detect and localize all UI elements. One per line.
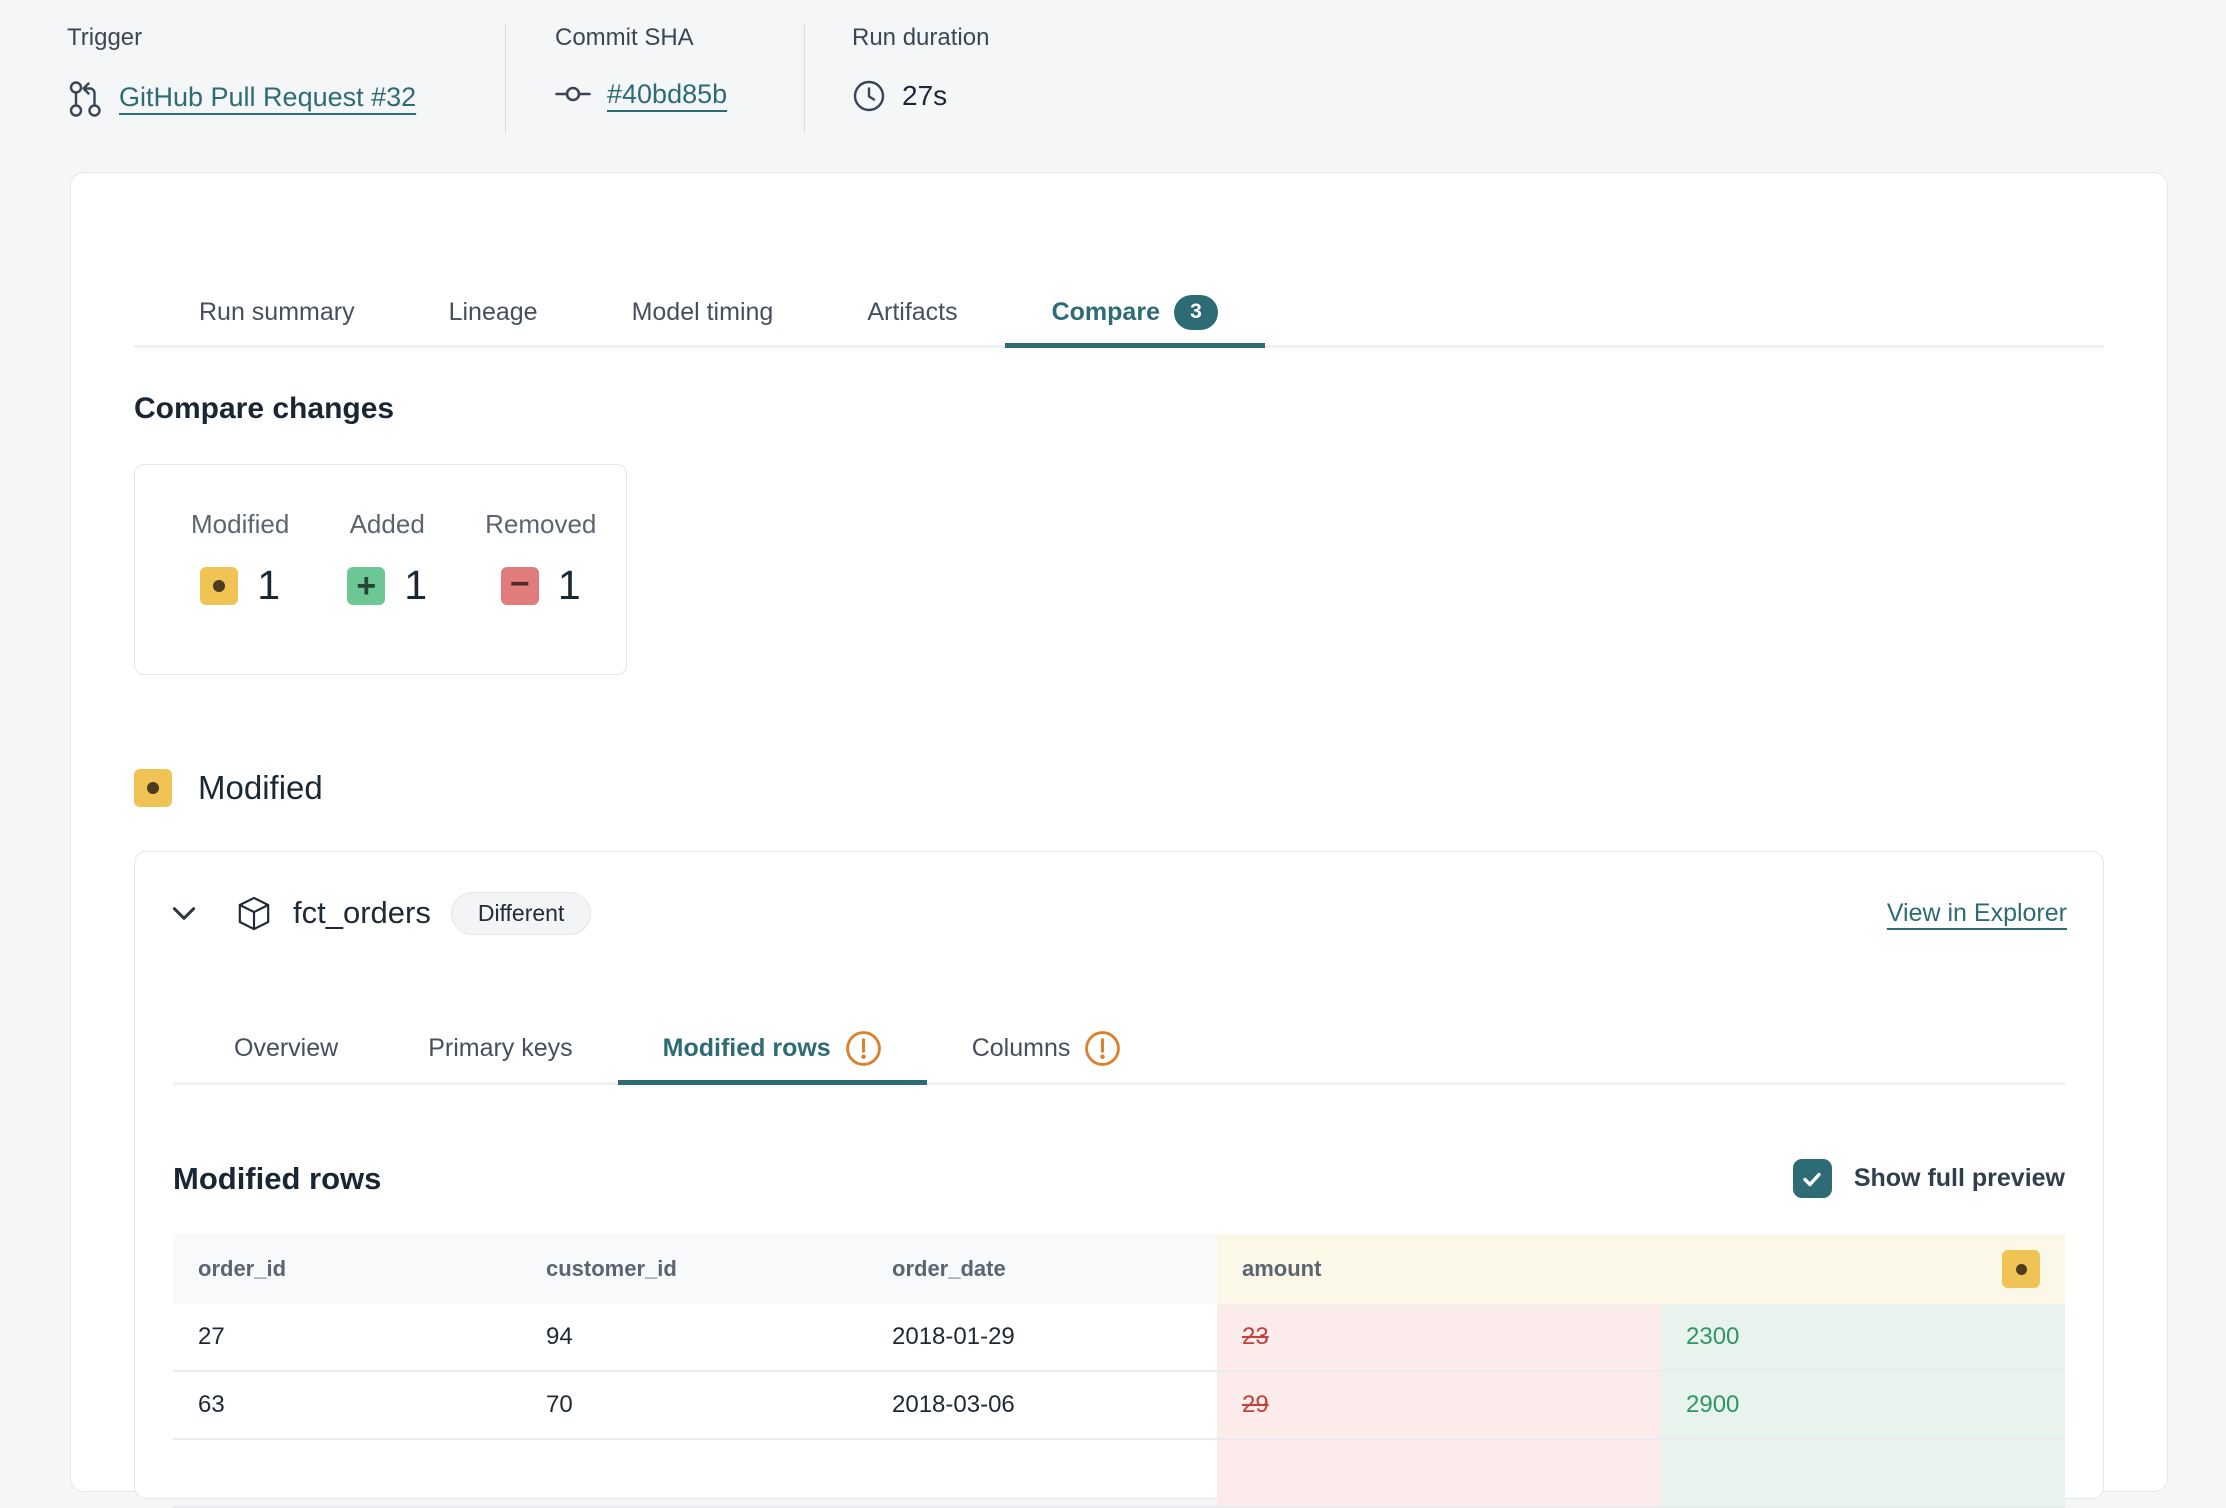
trigger-meta: Trigger GitHub Pull Request #32 bbox=[67, 24, 505, 134]
run-detail-card: Run summary Lineage Model timing Artifac… bbox=[70, 172, 2168, 1508]
checkbox-checked-icon[interactable] bbox=[1792, 1159, 1832, 1198]
removed-icon: − bbox=[500, 566, 539, 605]
model-card-fct-orders: fct_orders Different View in Explorer Ov… bbox=[134, 851, 2104, 1508]
chevron-down-icon[interactable] bbox=[171, 906, 197, 921]
commit-meta: Commit SHA #40bd85b bbox=[506, 24, 804, 134]
column-header-order-date: order_date bbox=[867, 1234, 1217, 1304]
commit-sha-link[interactable]: #40bd85b bbox=[607, 78, 728, 109]
model-cube-icon bbox=[237, 895, 271, 932]
warning-icon bbox=[1084, 1030, 1121, 1067]
run-meta-bar: Trigger GitHub Pull Request #32 Commit S… bbox=[67, 24, 989, 134]
clock-icon bbox=[852, 79, 886, 113]
modified-rows-title: Modified rows bbox=[173, 1160, 382, 1196]
tab-lineage[interactable]: Lineage bbox=[448, 297, 538, 326]
tab-modified-rows[interactable]: Modified rows bbox=[617, 1016, 927, 1085]
column-header-customer-id: customer_id bbox=[521, 1234, 867, 1304]
modified-group-header: Modified bbox=[134, 765, 2104, 811]
commit-label: Commit SHA bbox=[555, 24, 694, 51]
modified-count: 1 bbox=[257, 562, 281, 608]
modified-group-title: Modified bbox=[198, 769, 323, 806]
new-value-cell: 2900 bbox=[1661, 1372, 2065, 1440]
status-badge: Different bbox=[450, 891, 592, 935]
trigger-label: Trigger bbox=[67, 24, 143, 51]
meta-divider bbox=[505, 24, 506, 134]
tab-artifacts[interactable]: Artifacts bbox=[867, 297, 958, 326]
tab-overview[interactable]: Overview bbox=[234, 1033, 339, 1062]
pull-request-icon bbox=[67, 79, 103, 117]
compare-summary-card: Modified 1 Added + 1 Removed − 1 bbox=[134, 464, 627, 675]
modified-icon bbox=[134, 769, 172, 807]
added-count: 1 bbox=[404, 562, 428, 608]
trigger-link[interactable]: GitHub Pull Request #32 bbox=[119, 82, 417, 113]
modified-rows-table: order_id customer_id order_date amount 2… bbox=[173, 1234, 2065, 1508]
modified-column-icon bbox=[2002, 1250, 2040, 1288]
tab-primary-keys[interactable]: Primary keys bbox=[428, 1033, 573, 1062]
run-tabs: Run summary Lineage Model timing Artifac… bbox=[134, 281, 2104, 348]
meta-divider bbox=[804, 24, 805, 134]
model-card-header: fct_orders Different View in Explorer bbox=[135, 852, 2103, 936]
model-name: fct_orders bbox=[293, 895, 431, 930]
stat-removed: Removed − 1 bbox=[485, 509, 597, 608]
commit-icon bbox=[555, 82, 591, 106]
table-row: 27 94 2018-01-29 23 2300 bbox=[173, 1304, 2065, 1372]
tab-columns[interactable]: Columns bbox=[927, 1016, 1167, 1085]
model-tabs: Overview Primary keys Modified rows Colu… bbox=[173, 1016, 2065, 1085]
removed-count: 1 bbox=[557, 562, 581, 608]
tab-run-summary[interactable]: Run summary bbox=[199, 297, 355, 326]
tab-model-timing[interactable]: Model timing bbox=[631, 297, 774, 326]
tab-compare[interactable]: Compare 3 bbox=[1004, 281, 1265, 348]
column-header-amount: amount bbox=[1217, 1234, 2065, 1304]
duration-label: Run duration bbox=[852, 24, 990, 51]
stat-added: Added + 1 bbox=[347, 509, 427, 674]
show-full-preview-label: Show full preview bbox=[1853, 1164, 2065, 1192]
column-header-order-id: order_id bbox=[173, 1234, 521, 1304]
modified-icon bbox=[200, 566, 239, 605]
added-icon: + bbox=[347, 566, 386, 605]
table-row-partial bbox=[173, 1440, 2065, 1508]
modified-rows-header: Modified rows Show full preview bbox=[173, 1159, 2065, 1198]
stat-modified: Modified 1 bbox=[191, 509, 290, 608]
show-full-preview-toggle[interactable]: Show full preview bbox=[1792, 1159, 2065, 1198]
table-header-row: order_id customer_id order_date amount bbox=[173, 1234, 2065, 1304]
warning-icon bbox=[845, 1030, 882, 1067]
view-in-explorer-link[interactable]: View in Explorer bbox=[1886, 898, 2067, 927]
old-value-cell: 23 bbox=[1217, 1304, 1661, 1372]
duration-meta: Run duration 27s bbox=[805, 24, 989, 134]
run-duration-value: 27s bbox=[902, 79, 948, 111]
page-title: Compare changes bbox=[134, 392, 395, 425]
new-value-cell: 2300 bbox=[1661, 1304, 2065, 1372]
compare-count-badge: 3 bbox=[1173, 294, 1218, 330]
